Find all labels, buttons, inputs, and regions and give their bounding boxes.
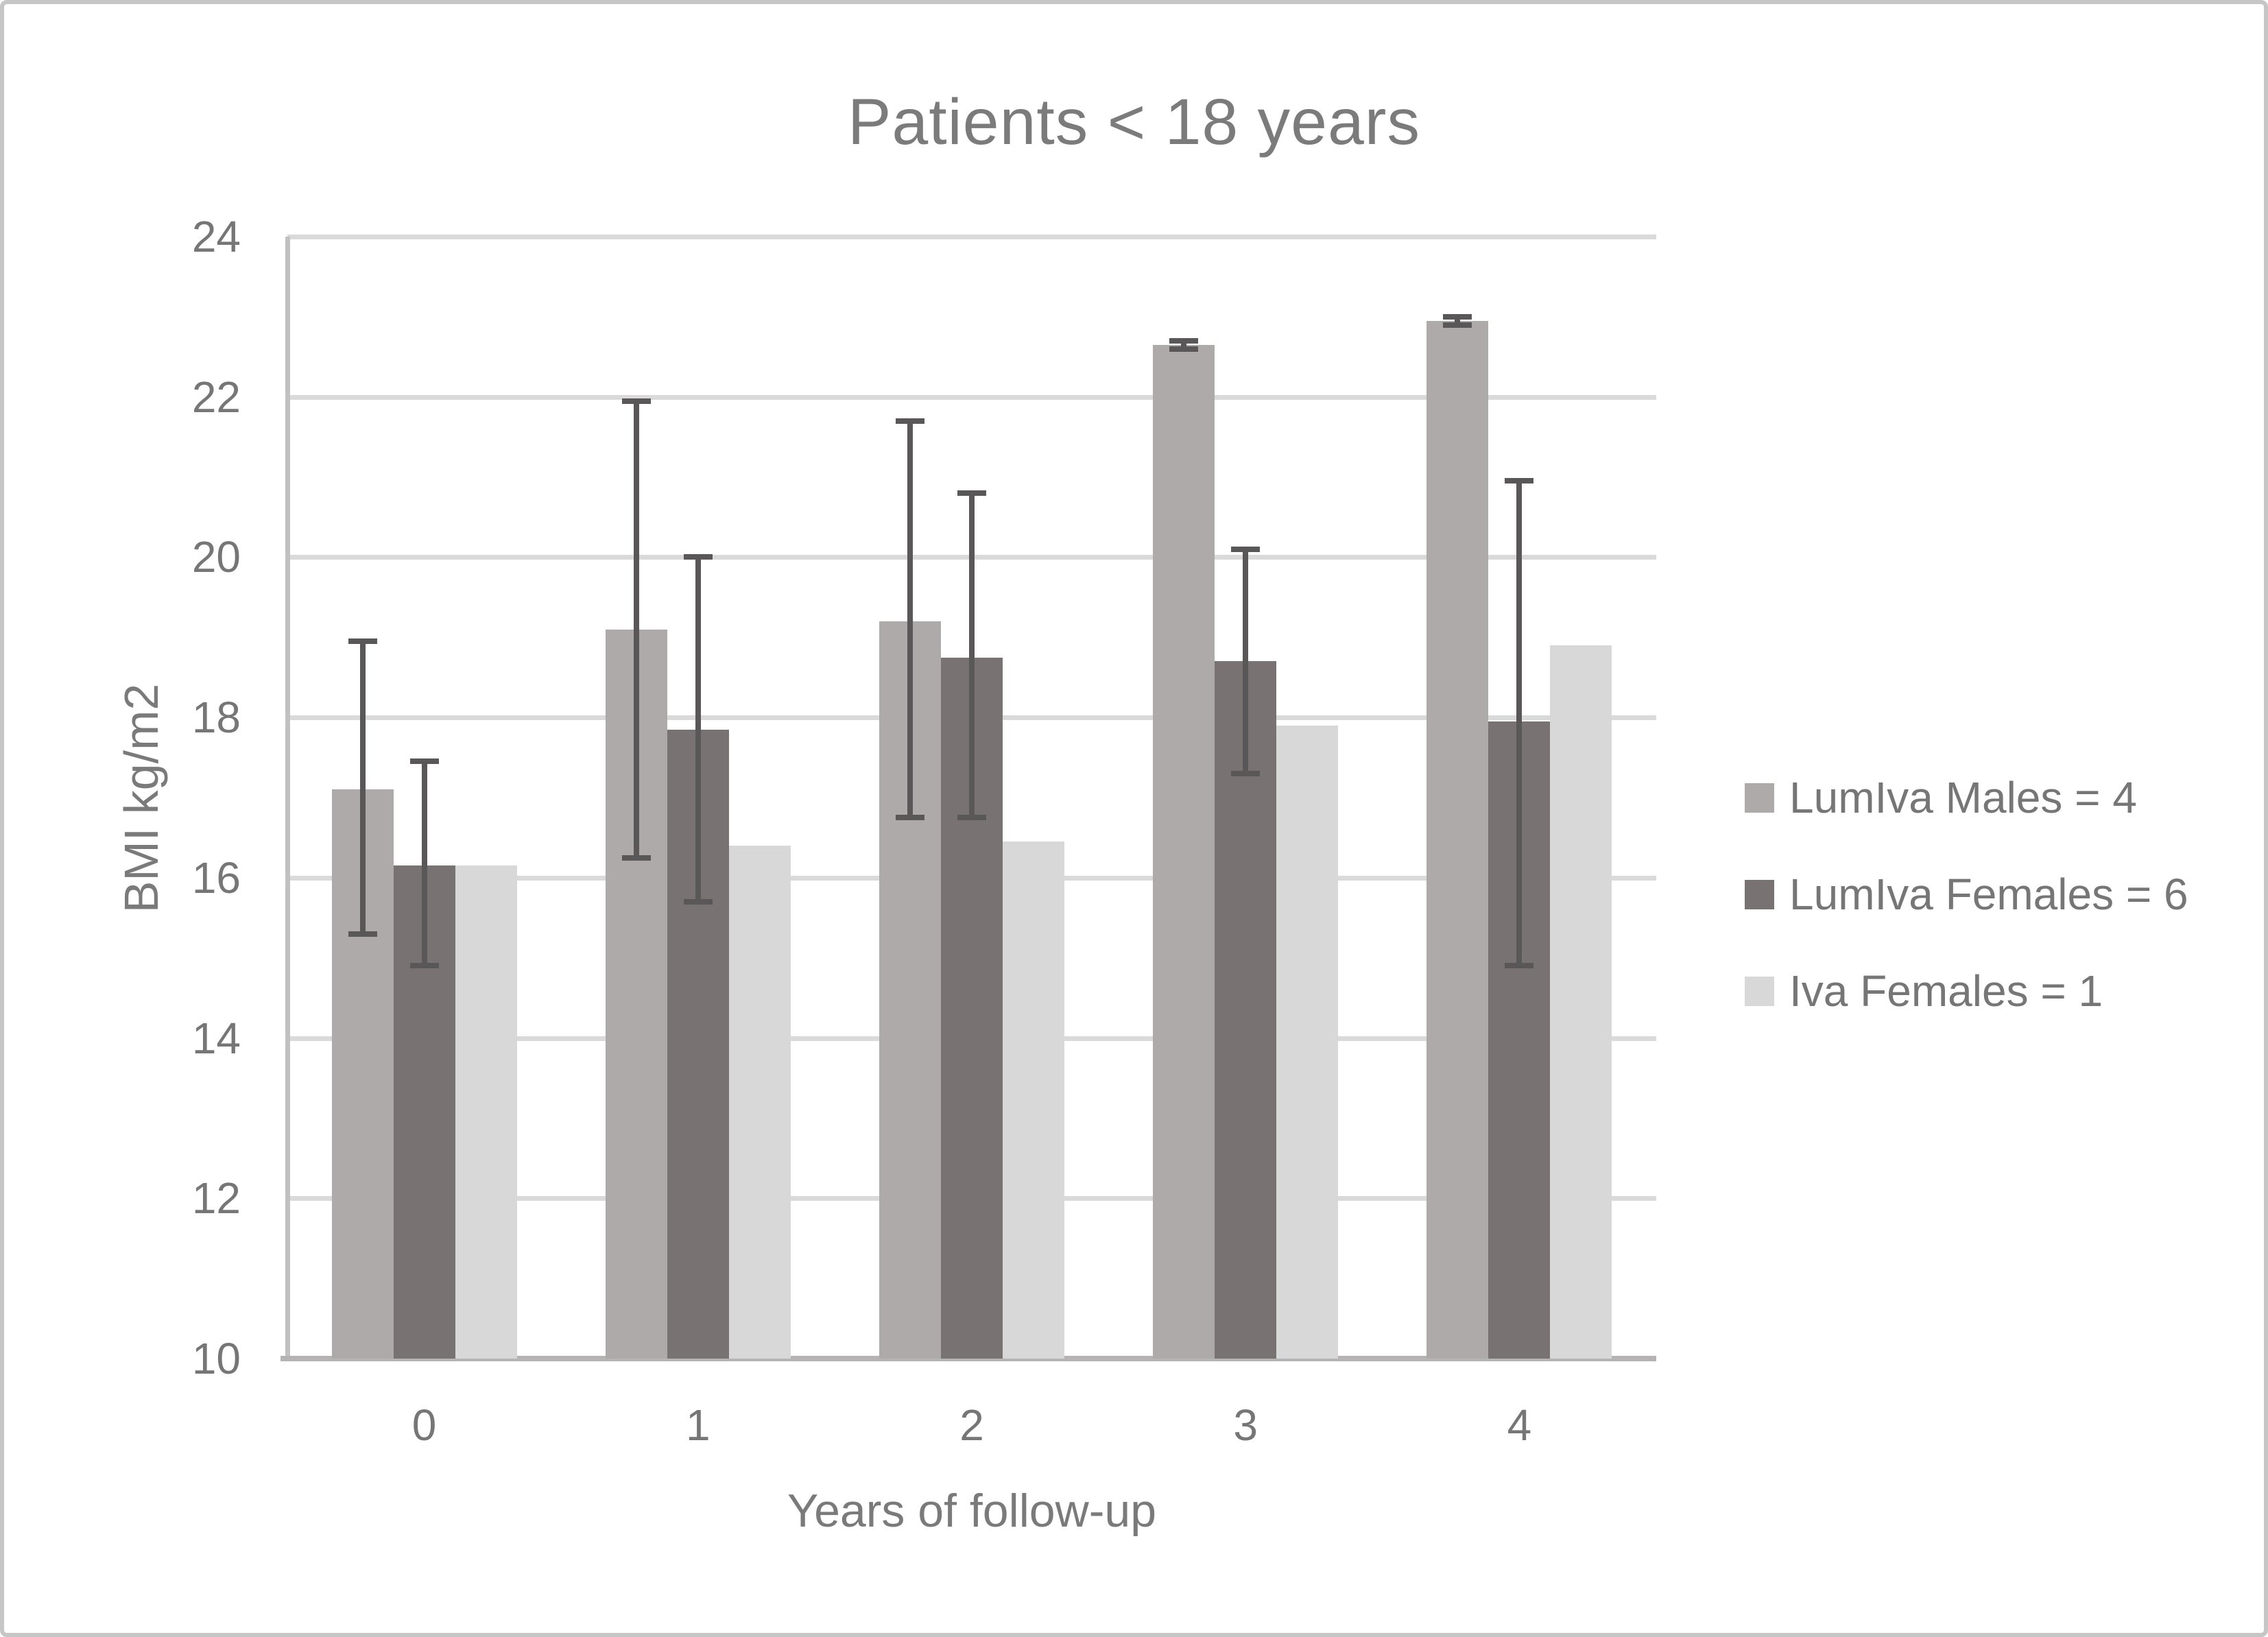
bar-series3-cat4 [1550,645,1612,1359]
error-cap-bottom-series2-cat4 [1505,963,1534,969]
legend-item-lumiva-males: LumIva Males = 4 [1745,773,2188,822]
x-tick-label-3: 3 [1233,1400,1258,1450]
bar-series1-cat3 [1153,344,1215,1359]
error-cap-top-series2-cat3 [1231,546,1261,552]
error-cap-top-series1-cat1 [621,398,651,404]
error-bar-series2-cat4 [1516,481,1523,966]
error-bar-series1-cat3 [1181,340,1187,349]
y-tick-label-10: 10 [191,1334,241,1383]
error-cap-bottom-series2-cat1 [683,898,713,905]
legend-swatch-iva-females [1745,977,1774,1006]
error-cap-bottom-series1-cat3 [1169,346,1199,352]
legend-label: LumIva Males = 4 [1789,773,2137,822]
bar-series1-cat4 [1427,320,1489,1359]
gridline-y-24 [287,235,1656,239]
x-tick-label-0: 0 [411,1400,437,1450]
bar-series2-cat3 [1215,661,1277,1359]
legend-label: LumIva Females = 6 [1789,870,2188,919]
y-tick-label-16: 16 [191,852,241,903]
error-cap-top-series1-cat4 [1443,313,1472,320]
error-cap-top-series1-cat0 [348,638,377,645]
x-tick-label-4: 4 [1507,1400,1532,1450]
error-bar-series2-cat3 [1243,549,1249,774]
error-bar-series2-cat2 [969,492,975,818]
error-bar-series1-cat0 [359,641,366,934]
error-cap-bottom-series2-cat3 [1231,770,1261,776]
bar-series3-cat0 [455,865,517,1359]
bar-series3-cat1 [728,846,791,1359]
y-tick-label-12: 12 [191,1173,241,1223]
legend-item-iva-females: Iva Females = 1 [1745,966,2188,1016]
error-bar-series1-cat2 [907,420,913,818]
error-cap-top-series1-cat3 [1169,337,1199,344]
y-tick-label-20: 20 [191,532,241,582]
error-cap-bottom-series2-cat2 [957,815,986,821]
x-axis-title: Years of follow-up [787,1485,1157,1537]
error-cap-bottom-series2-cat0 [409,963,439,969]
error-bar-series1-cat4 [1455,316,1461,325]
y-tick-label-18: 18 [191,693,241,743]
error-cap-top-series2-cat2 [957,490,986,496]
x-axis-line [280,1356,1656,1361]
y-tick-label-14: 14 [191,1013,241,1063]
y-tick-label-24: 24 [191,212,241,261]
legend-label: Iva Females = 1 [1789,966,2103,1016]
legend-item-lumiva-females: LumIva Females = 6 [1745,870,2188,919]
legend: LumIva Males = 4 LumIva Females = 6 Iva … [1745,773,2188,1073]
y-axis-line [285,237,290,1359]
error-bar-series1-cat1 [633,401,639,858]
error-cap-bottom-series1-cat0 [348,931,377,937]
legend-swatch-lumiva-females [1745,880,1774,909]
error-cap-bottom-series1-cat2 [896,815,924,821]
error-cap-top-series2-cat4 [1505,478,1534,484]
error-cap-top-series2-cat1 [683,554,713,560]
chart-title: Patients < 18 years [848,86,1420,158]
error-cap-top-series2-cat0 [409,758,439,765]
error-cap-bottom-series1-cat4 [1443,322,1472,328]
error-bar-series2-cat0 [421,761,427,966]
gridline-y-22 [287,394,1656,400]
legend-swatch-lumiva-males [1745,783,1774,813]
y-tick-label-22: 22 [191,372,241,422]
x-tick-label-2: 2 [959,1400,984,1450]
error-bar-series2-cat1 [695,557,701,902]
bar-series3-cat3 [1276,725,1339,1359]
bar-series3-cat2 [1003,841,1064,1359]
error-cap-bottom-series1-cat1 [621,855,651,861]
error-cap-top-series1-cat2 [896,418,924,424]
x-tick-label-1: 1 [686,1400,711,1450]
